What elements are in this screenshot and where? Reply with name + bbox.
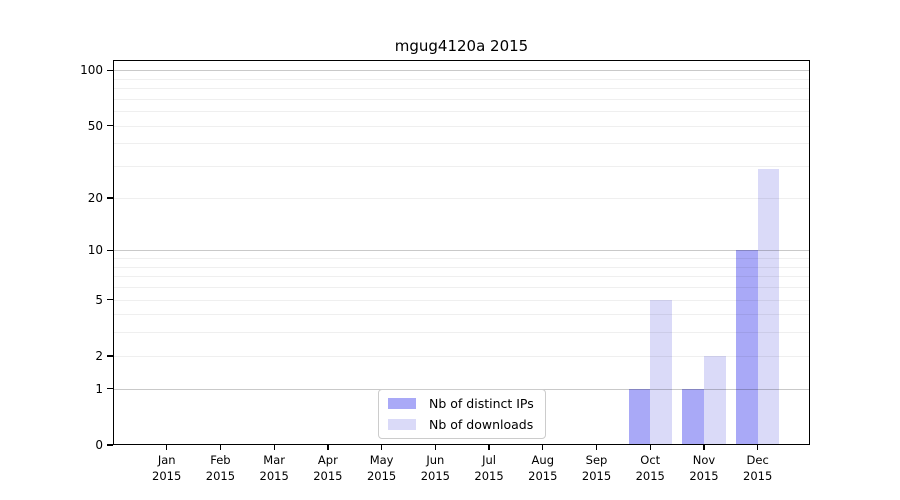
y-axis-tick	[107, 125, 113, 127]
x-tick-label: Dec 2015	[743, 453, 773, 483]
x-tick-label: Mar 2015	[259, 453, 289, 483]
plot-area	[113, 60, 810, 445]
x-tick-label: Sep 2015	[581, 453, 612, 483]
x-axis-tick	[703, 445, 705, 450]
x-tick-label: Oct 2015	[635, 453, 665, 483]
y-axis-tick	[107, 197, 113, 199]
y-axis-tick	[107, 388, 113, 390]
gridline-minor	[114, 314, 809, 316]
x-axis-tick	[166, 445, 168, 450]
x-tick-label: Apr 2015	[313, 453, 343, 483]
gridline-minor	[114, 78, 809, 80]
legend-entry: Nb of distinct IPs	[388, 396, 536, 411]
x-axis-tick	[327, 445, 329, 450]
y-tick-label: 5	[95, 292, 103, 307]
x-axis-tick	[595, 445, 598, 450]
gridline-major	[114, 250, 809, 252]
bar-distinct-ips	[682, 388, 704, 444]
y-tick-label: 2	[95, 348, 103, 363]
y-tick-label: 20	[87, 190, 103, 205]
y-tick-label: 1	[95, 381, 103, 396]
gridline-minor	[114, 111, 809, 113]
bar-distinct-ips	[736, 250, 758, 444]
y-tick-label: 10	[87, 243, 103, 258]
legend-entry: Nb of downloads	[388, 417, 536, 432]
legend: Nb of distinct IPs Nb of downloads	[378, 389, 546, 439]
x-axis-tick	[542, 445, 544, 450]
gridline-minor	[114, 88, 809, 90]
gridline-minor	[114, 332, 809, 334]
x-tick-label: Nov 2015	[689, 453, 719, 483]
gridline-minor	[114, 355, 809, 357]
y-tick-label: 50	[87, 118, 103, 133]
y-axis-tick	[107, 249, 113, 251]
y-tick-label: 0	[95, 438, 103, 452]
gridline-minor	[114, 166, 809, 168]
gridline-minor	[114, 266, 809, 268]
gridline-minor	[114, 258, 809, 260]
bar-downloads	[703, 355, 726, 444]
chart-title: mgug4120a 2015	[394, 37, 529, 55]
x-tick-label: May 2015	[366, 453, 397, 483]
bar-distinct-ips	[628, 388, 651, 444]
bar-downloads	[757, 168, 780, 444]
gridline-minor	[114, 125, 809, 127]
x-axis-tick	[381, 445, 383, 450]
gridline-minor	[114, 98, 809, 100]
y-axis-tick	[107, 444, 113, 446]
x-tick-label: Jul 2015	[474, 453, 504, 483]
x-axis-tick	[649, 445, 651, 450]
x-tick-label: Feb 2015	[205, 453, 236, 483]
y-tick-label: 100	[80, 63, 103, 78]
x-tick-label: Jun 2015	[420, 453, 450, 483]
gridline-minor	[114, 276, 809, 278]
gridline-minor	[114, 197, 809, 199]
legend-swatch	[388, 398, 416, 409]
gridline-minor	[114, 287, 809, 288]
bar-downloads	[650, 299, 672, 444]
x-axis-tick	[273, 445, 275, 450]
x-axis-tick	[488, 445, 490, 450]
x-axis-tick	[434, 445, 437, 450]
x-tick-label: Aug 2015	[528, 453, 558, 483]
gridline-minor	[114, 299, 809, 301]
x-axis-tick	[757, 445, 759, 450]
gridline-major	[114, 70, 809, 72]
x-axis-tick	[219, 445, 222, 450]
y-axis-tick	[107, 355, 113, 357]
legend-label: Nb of downloads	[429, 417, 534, 432]
y-axis-tick	[107, 69, 113, 71]
legend-swatch	[388, 419, 416, 430]
y-axis-tick	[107, 298, 113, 301]
x-tick-label: Jan 2015	[152, 453, 182, 483]
legend-label: Nb of distinct IPs	[429, 396, 534, 411]
gridline-minor	[114, 143, 809, 145]
